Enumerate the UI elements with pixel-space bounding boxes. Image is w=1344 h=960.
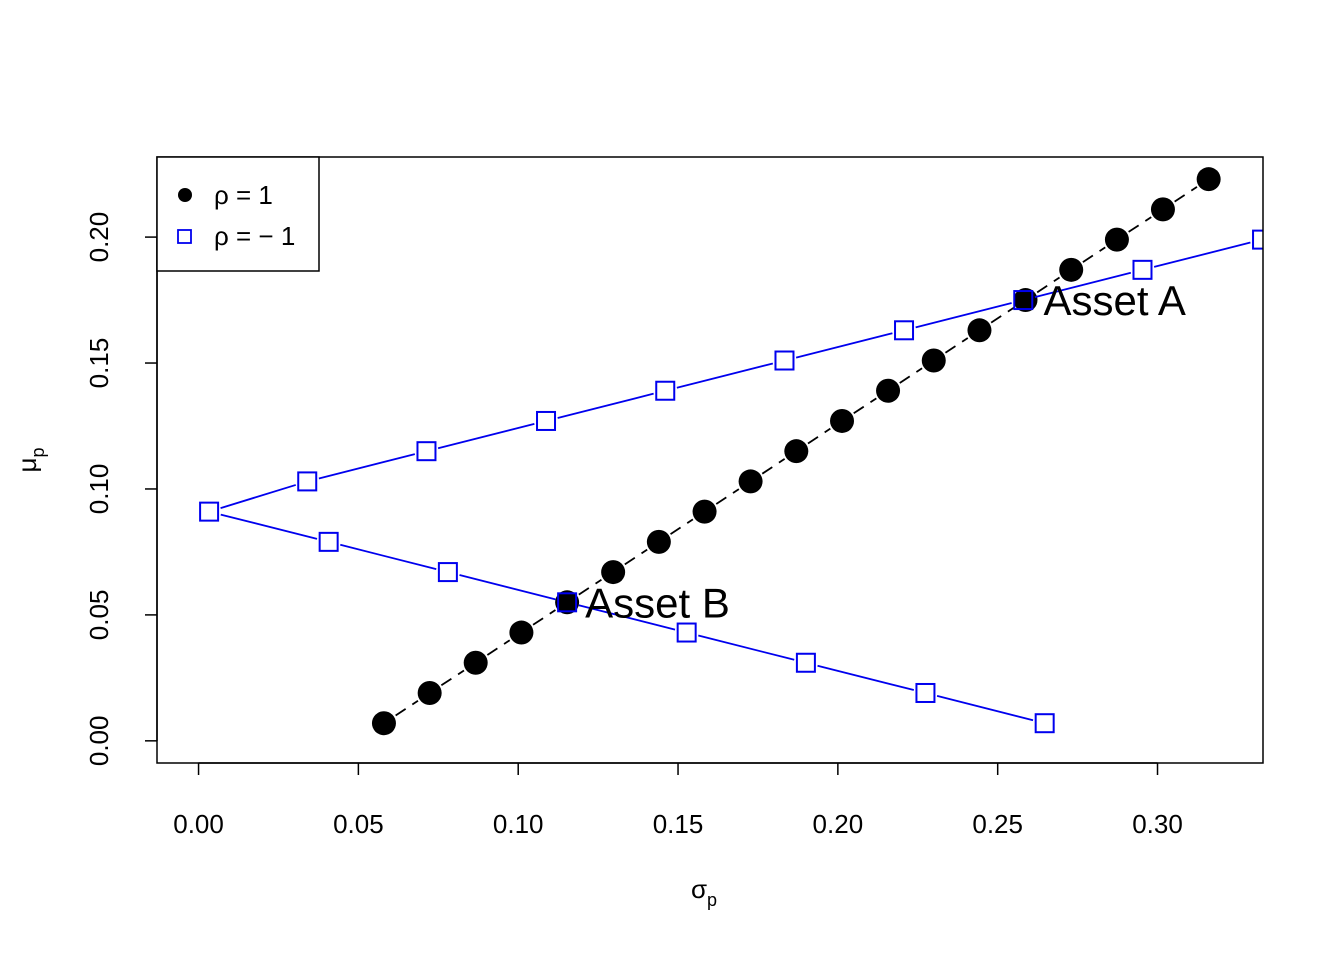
data-point — [509, 621, 533, 645]
data-point — [876, 379, 900, 403]
x-axis-label-sub: p — [707, 890, 717, 910]
y-tick-label: 0.10 — [84, 464, 114, 515]
x-tick-label: 0.10 — [493, 809, 544, 839]
y-tick-label: 0.15 — [84, 338, 114, 389]
annotation-asset-b: Asset B — [585, 579, 730, 626]
data-point — [693, 500, 717, 524]
y-tick-label: 0.20 — [84, 212, 114, 263]
legend-box — [157, 157, 319, 271]
x-axis-label-main: σ — [691, 874, 707, 904]
x-tick-label: 0.20 — [813, 809, 864, 839]
legend-label-rho-minus-1: ρ = − 1 — [214, 221, 295, 251]
x-tick-label: 0.05 — [333, 809, 384, 839]
legend-label-rho-1: ρ = 1 — [214, 180, 273, 210]
legend-marker-rho-1 — [178, 188, 192, 202]
data-point — [967, 318, 991, 342]
data-point — [830, 409, 854, 433]
x-tick-label: 0.25 — [972, 809, 1023, 839]
data-point — [739, 469, 763, 493]
y-axis-label-main: μ — [12, 458, 42, 473]
data-point — [647, 530, 671, 554]
data-point — [922, 349, 946, 373]
data-point — [1151, 197, 1175, 221]
data-point — [372, 711, 396, 735]
data-point — [464, 651, 488, 675]
annotation-asset-a: Asset A — [1043, 277, 1185, 324]
y-axis-label-sub: p — [28, 448, 48, 458]
x-tick-label: 0.30 — [1132, 809, 1183, 839]
data-point — [1197, 167, 1221, 191]
data-point — [1105, 228, 1129, 252]
data-point — [784, 439, 808, 463]
data-point — [418, 681, 442, 705]
y-tick-label: 0.00 — [84, 716, 114, 767]
y-tick-label: 0.05 — [84, 590, 114, 641]
legend: ρ = 1 ρ = − 1 — [157, 157, 319, 271]
x-tick-label: 0.00 — [173, 809, 224, 839]
x-tick-label: 0.15 — [653, 809, 704, 839]
